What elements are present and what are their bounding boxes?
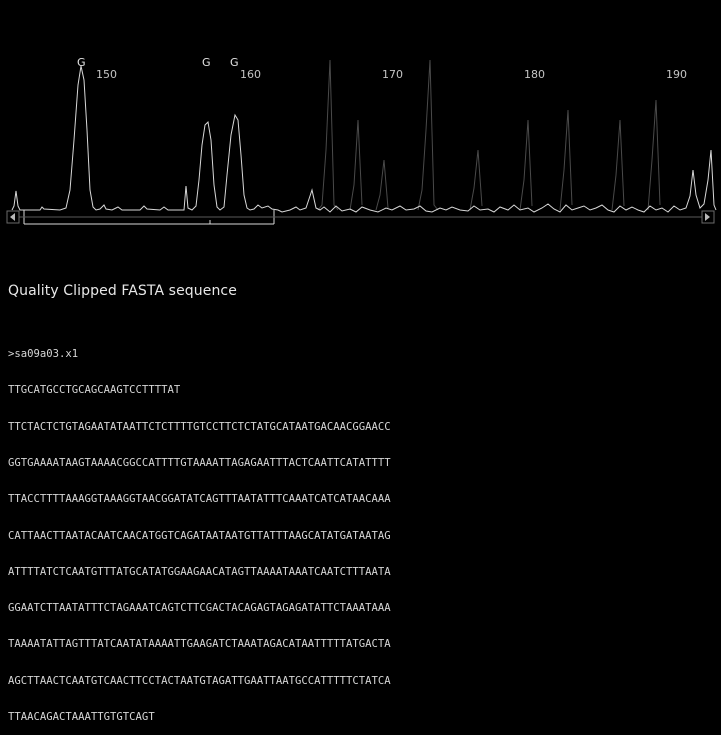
sequence-line: TTGCATGCCTGCAGCAAGTCCTTTTAT <box>8 384 181 397</box>
fasta-sequence-block: >sa09a03.x1 TTGCATGCCTGCAGCAAGTCCTTTTAT … <box>8 324 391 735</box>
section-title: Quality Clipped FASTA sequence <box>8 283 237 299</box>
sequence-line: TTCTACTCTGTAGAATATAATTCTCTTTTGTCCTTCTCTA… <box>8 420 391 433</box>
sequence-line: CATTAACTTAATACAATCAACATGGTCAGATAATAATGTT… <box>8 529 391 542</box>
trace-line-main <box>11 65 717 213</box>
base-call-label: G <box>202 56 211 69</box>
sequence-line: TAAAATATTAGTTTATCAATATAAAATTGAAGATCTAAAT… <box>8 638 391 651</box>
arrow-left-icon <box>10 213 15 221</box>
sequence-line: AGCTTAACTCAATGTCAACTTCCTACTAATGTAGATTGAA… <box>8 674 391 687</box>
chromatogram-trace-view: G G G 150 160 170 180 190 <box>6 56 717 225</box>
arrow-right-icon <box>705 213 710 221</box>
position-label: 160 <box>240 68 261 81</box>
fasta-header: >sa09a03.x1 <box>8 348 79 361</box>
base-call-label: G <box>77 56 86 69</box>
sequence-line: GGAATCTTAATATTTCTAGAAATCAGTCTTCGACTACAGA… <box>8 602 391 615</box>
trace-line-secondary <box>317 59 661 211</box>
sequence-line: TTACCTTTTAAAGGTAAAGGTAACGGATATCAGTTTAATA… <box>8 493 391 506</box>
sequence-line: ATTTTATCTCAATGTTTATGCATATGGAAGAACATAGTTA… <box>8 565 391 578</box>
sequence-line: GGTGAAAATAAGTAAAACGGCCATTTTGTAAAATTAGAGA… <box>8 457 391 470</box>
position-label: 150 <box>96 68 117 81</box>
scroll-left-button[interactable] <box>6 210 20 224</box>
sequence-line: TTAACAGACTAAATTGTGTCAGT <box>8 711 155 723</box>
position-label: 190 <box>666 68 687 81</box>
position-label: 180 <box>524 68 545 81</box>
chromatogram-panel: G G G 150 160 170 180 190 <box>0 0 721 228</box>
position-label: 170 <box>382 68 403 81</box>
base-call-label: G <box>230 56 239 69</box>
scroll-right-button[interactable] <box>701 210 715 224</box>
